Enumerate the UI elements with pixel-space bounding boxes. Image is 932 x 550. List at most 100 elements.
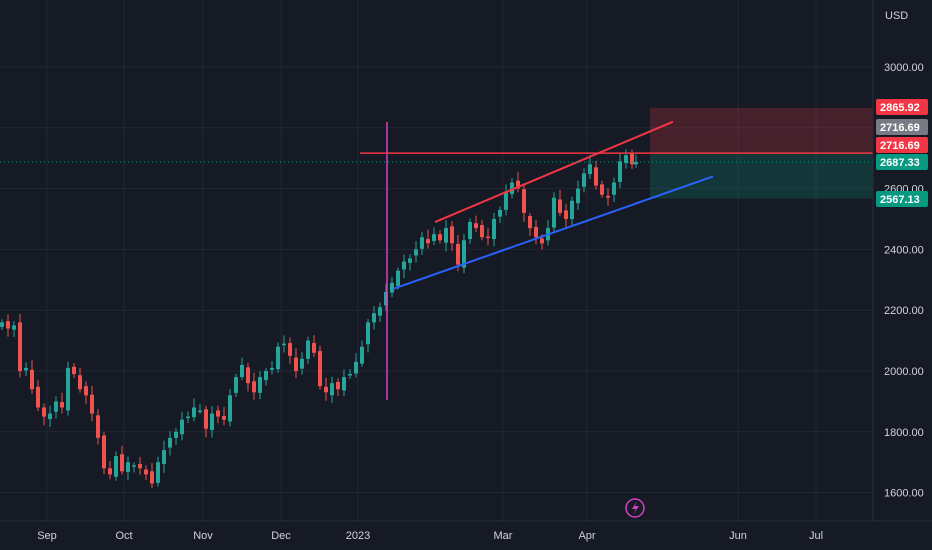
price-tick-label: 2000.00 — [884, 366, 924, 378]
candle-body — [390, 282, 394, 293]
candle-body — [114, 456, 118, 477]
price-axis[interactable]: USD 3000.002800.002600.002400.002200.002… — [884, 10, 924, 500]
currency-label: USD — [885, 10, 908, 22]
price-tick-label: 3000.00 — [884, 62, 924, 74]
price-tick-label: 2200.00 — [884, 305, 924, 317]
candle-body — [54, 401, 58, 412]
candle-body — [504, 191, 508, 210]
candle-body — [102, 435, 106, 469]
price-tick-label: 1800.00 — [884, 427, 924, 439]
candle-body — [174, 431, 178, 438]
candle-body — [342, 377, 346, 391]
candle-body — [630, 152, 634, 165]
candle-body — [570, 200, 574, 219]
candle-body — [240, 364, 244, 378]
candle-body — [528, 215, 532, 229]
candle-body — [300, 358, 304, 369]
time-tick-label: Nov — [193, 530, 213, 542]
candle-body — [324, 386, 328, 393]
candle-body — [156, 462, 160, 483]
candle-body — [474, 223, 478, 229]
lightning-button[interactable] — [625, 498, 645, 518]
candle-body — [634, 162, 638, 165]
candle-body — [360, 346, 364, 364]
price-tag-badge — [876, 119, 928, 135]
candle-body — [378, 307, 382, 316]
candle-body — [150, 471, 154, 484]
candle-body — [492, 219, 496, 240]
candle-body — [282, 343, 286, 346]
candle-body — [516, 180, 520, 189]
candle-body — [246, 367, 250, 384]
candle-body — [132, 465, 136, 467]
price-tag-label: 2865.92 — [880, 102, 920, 114]
candle-body — [108, 468, 112, 475]
candle-body — [498, 209, 502, 217]
price-tag-badge — [876, 154, 928, 170]
stop-loss-zone — [650, 107, 873, 154]
channel-upper-line[interactable] — [434, 120, 674, 223]
candle-body — [426, 239, 430, 244]
price-tag-label: 2687.33 — [880, 157, 920, 169]
price-tag-badge — [876, 99, 928, 115]
candle-body — [450, 226, 454, 244]
time-tick-label: Dec — [271, 530, 291, 542]
candle-body — [192, 407, 196, 418]
candle-body — [84, 386, 88, 396]
candle-body — [366, 322, 370, 345]
candle-body — [318, 350, 322, 387]
candle-body — [0, 322, 4, 327]
time-tick-label: Mar — [494, 530, 513, 542]
price-tick-label: 1600.00 — [884, 488, 924, 500]
candle-body — [30, 369, 34, 390]
candle-body — [558, 199, 562, 213]
take-profit-zone — [650, 153, 873, 199]
candle-body — [420, 237, 424, 249]
candle-body — [576, 188, 580, 204]
candle-body — [612, 182, 616, 195]
candle-body — [306, 340, 310, 359]
candle-body — [396, 270, 400, 286]
candle-body — [72, 366, 76, 375]
candle-body — [588, 164, 592, 175]
candle-body — [36, 386, 40, 408]
price-tag-label: 2716.69 — [880, 122, 920, 134]
lightning-circle — [625, 498, 645, 518]
candle-body — [540, 238, 544, 244]
candle-body — [186, 416, 190, 419]
candle-body — [468, 222, 472, 240]
candle-body — [444, 228, 448, 243]
candle-body — [78, 375, 82, 390]
candle-body — [270, 367, 274, 370]
candle-body — [276, 346, 280, 370]
candle-body — [618, 161, 622, 182]
time-axis[interactable]: Sep Oct Nov Dec 2023 Mar Apr Jun Jul — [37, 530, 823, 542]
price-tag-badge — [876, 191, 928, 207]
candle-body — [372, 313, 376, 323]
candle-body — [384, 291, 388, 306]
candle-body — [252, 381, 256, 393]
candle-body — [294, 357, 298, 371]
candle-body — [456, 243, 460, 265]
candle-body — [162, 450, 166, 465]
time-tick-label: 2023 — [346, 530, 370, 542]
candle-body — [126, 462, 130, 472]
candle-body — [60, 402, 64, 408]
drawing-overlays — [0, 120, 873, 400]
candle-body — [594, 167, 598, 186]
time-tick-label: Jul — [809, 530, 823, 542]
candle-body — [462, 240, 466, 268]
candle-body — [564, 210, 568, 219]
candle-body — [204, 409, 208, 429]
time-tick-label: Oct — [115, 530, 132, 542]
grid-lines — [0, 0, 873, 521]
candle-body — [120, 454, 124, 472]
lightning-icon — [632, 501, 639, 515]
candle-body — [198, 410, 202, 413]
channel-lower-line[interactable] — [392, 175, 714, 290]
candle-body — [96, 415, 100, 438]
candle-body — [438, 234, 442, 241]
candle-body — [288, 343, 292, 356]
